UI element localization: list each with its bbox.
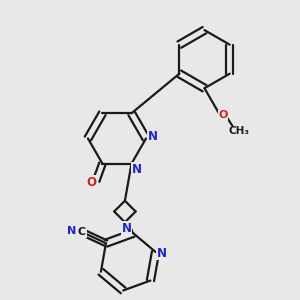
Text: N: N (68, 226, 76, 236)
Text: CH₃: CH₃ (229, 126, 250, 136)
Text: N: N (131, 163, 142, 176)
Text: N: N (122, 222, 132, 235)
Text: O: O (218, 110, 228, 120)
Text: N: N (148, 130, 158, 143)
Text: O: O (86, 176, 96, 189)
Text: N: N (157, 247, 166, 260)
Text: C: C (78, 227, 86, 237)
